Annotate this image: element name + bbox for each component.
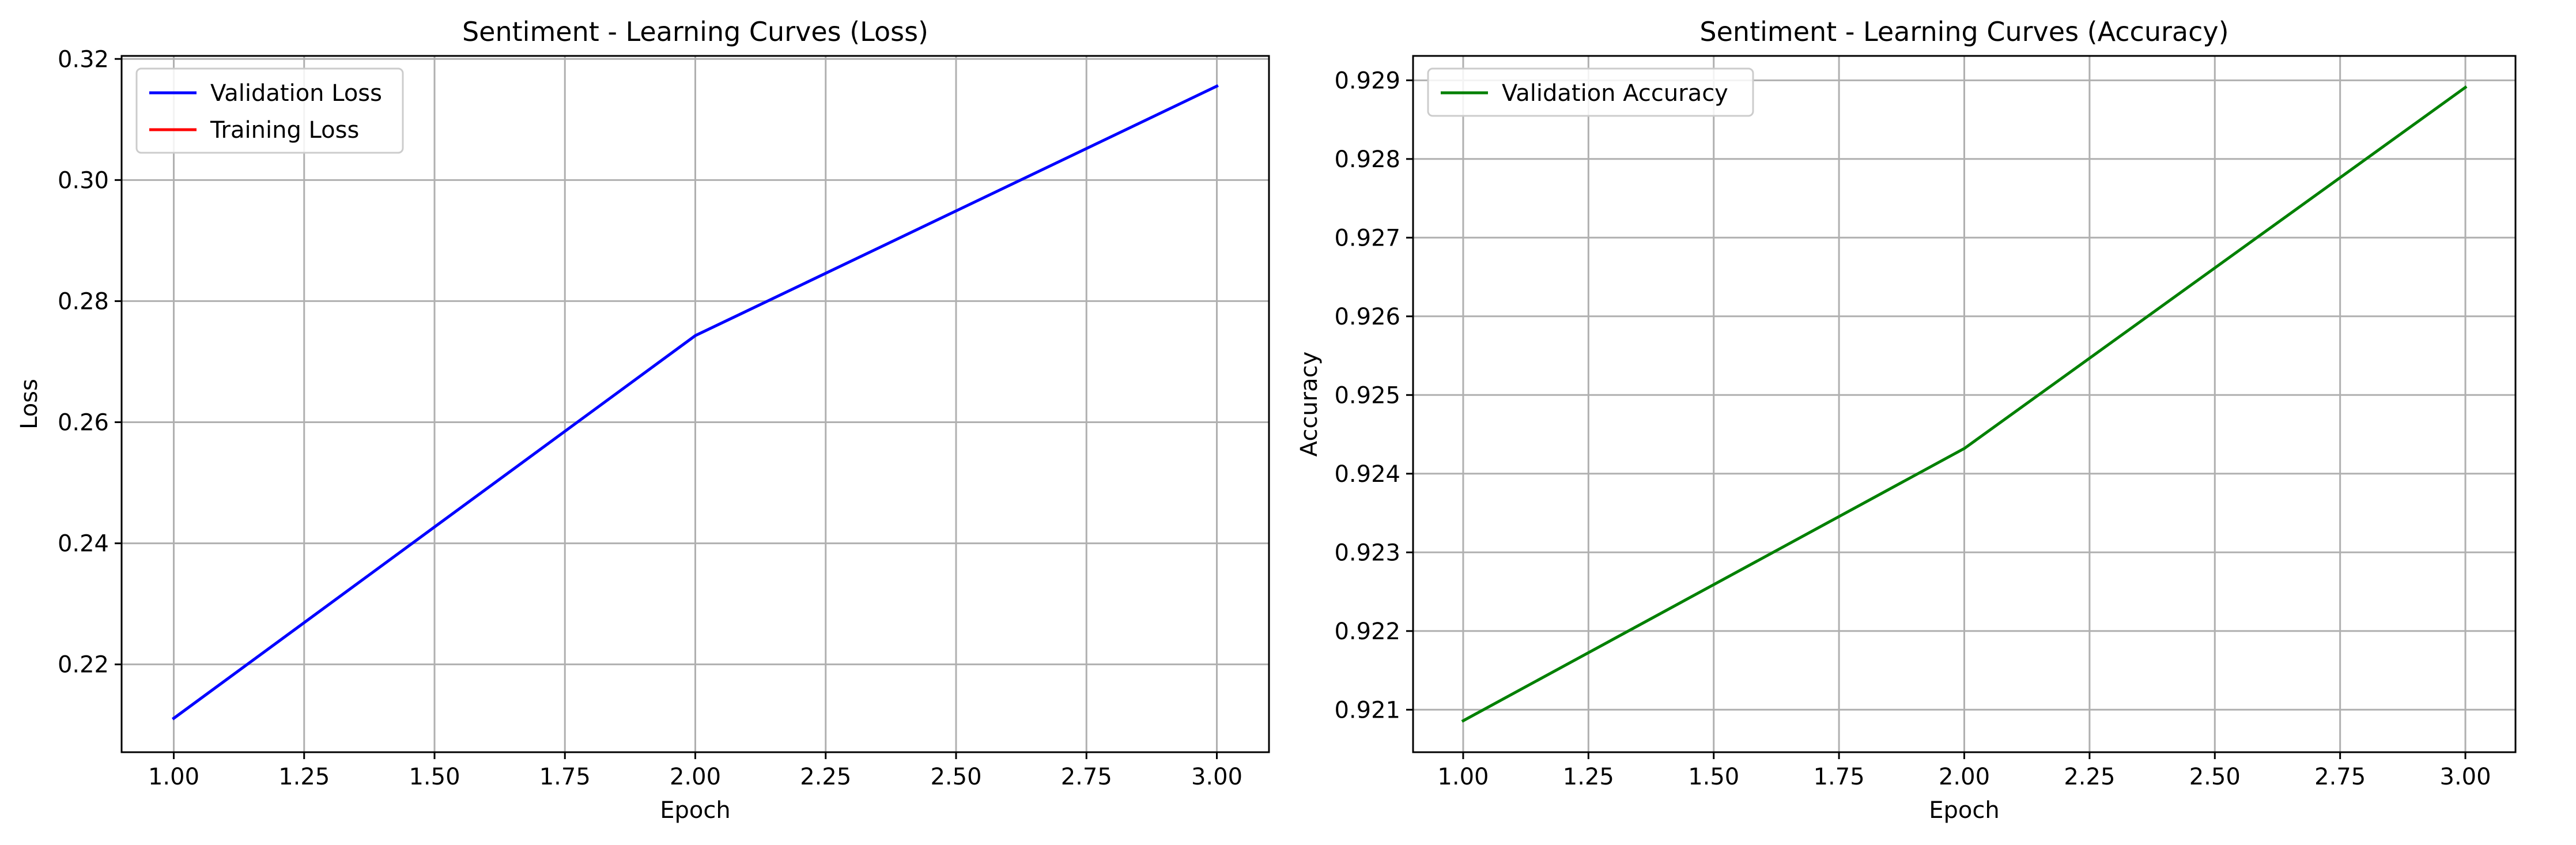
chart-title: Sentiment - Learning Curves (Accuracy)	[1699, 16, 2228, 47]
y-tick-label: 0.28	[58, 288, 109, 315]
chart-panel-loss: 1.00 1.25 1.50 1.75 2.00 2.25 2.50 2.75 3.00 0.22…	[16, 16, 1270, 824]
chart-title: Sentiment - Learning Curves (Loss)	[462, 16, 928, 47]
x-tick-label: 2.25	[2064, 764, 2115, 790]
y-tick-label: 0.22	[58, 652, 109, 678]
y-tick-label: 0.923	[1334, 540, 1400, 566]
x-tick-label: 1.50	[409, 764, 460, 790]
y-tick-label: 0.926	[1334, 304, 1400, 330]
y-tick-label: 0.929	[1334, 67, 1400, 94]
x-tick-label: 1.25	[278, 764, 330, 790]
y-tick-label: 0.30	[58, 167, 109, 194]
x-tick-label: 3.00	[2440, 764, 2491, 790]
y-tick-label: 0.928	[1334, 146, 1400, 173]
y-tick-label: 0.924	[1334, 461, 1400, 488]
x-tick-label: 2.75	[1061, 764, 1112, 790]
legend-label: Training Loss	[210, 117, 359, 144]
x-tick-label: 2.75	[2314, 764, 2366, 790]
series-line-validation-loss	[172, 84, 1219, 720]
series-line-validation-accuracy	[1461, 85, 2468, 723]
legend-label: Validation Loss	[210, 80, 382, 107]
x-tick-label: 1.00	[148, 764, 199, 790]
x-tick-label: 2.50	[2189, 764, 2241, 790]
x-tick-label: 1.00	[1437, 764, 1489, 790]
y-tick-label: 0.26	[58, 410, 109, 436]
x-axis-label: Epoch	[1929, 797, 1999, 824]
y-tick-label: 0.32	[58, 46, 109, 73]
x-axis-label: Epoch	[660, 797, 730, 824]
x-tick-label: 2.50	[930, 764, 981, 790]
y-tick-label: 0.922	[1334, 618, 1400, 645]
legend-box	[135, 67, 404, 154]
x-tick-label: 3.00	[1191, 764, 1242, 790]
legend-box	[1427, 67, 1754, 117]
legend: Validation Loss Training Loss	[135, 67, 404, 154]
legend-label: Validation Accuracy	[1502, 80, 1728, 107]
x-tick-label: 1.75	[539, 764, 591, 790]
y-axis-label: Loss	[16, 379, 43, 429]
x-tick-label: 2.25	[800, 764, 851, 790]
y-tick-label: 0.925	[1334, 382, 1400, 409]
y-tick-label: 0.921	[1334, 697, 1400, 723]
y-tick-label: 0.927	[1334, 225, 1400, 251]
x-tick-label: 2.00	[670, 764, 721, 790]
x-tick-label: 1.75	[1814, 764, 1865, 790]
x-tick-label: 1.50	[1688, 764, 1739, 790]
x-tick-label: 2.00	[1939, 764, 1990, 790]
y-tick-label: 0.24	[58, 531, 109, 557]
legend: Validation Accuracy	[1427, 67, 1754, 117]
chart-panel-accuracy: 1.00 1.25 1.50 1.75 2.00 2.25 2.50 2.75 3.00 0.92…	[1296, 16, 2517, 824]
y-axis-label: Accuracy	[1296, 352, 1323, 457]
x-tick-label: 1.25	[1563, 764, 1614, 790]
